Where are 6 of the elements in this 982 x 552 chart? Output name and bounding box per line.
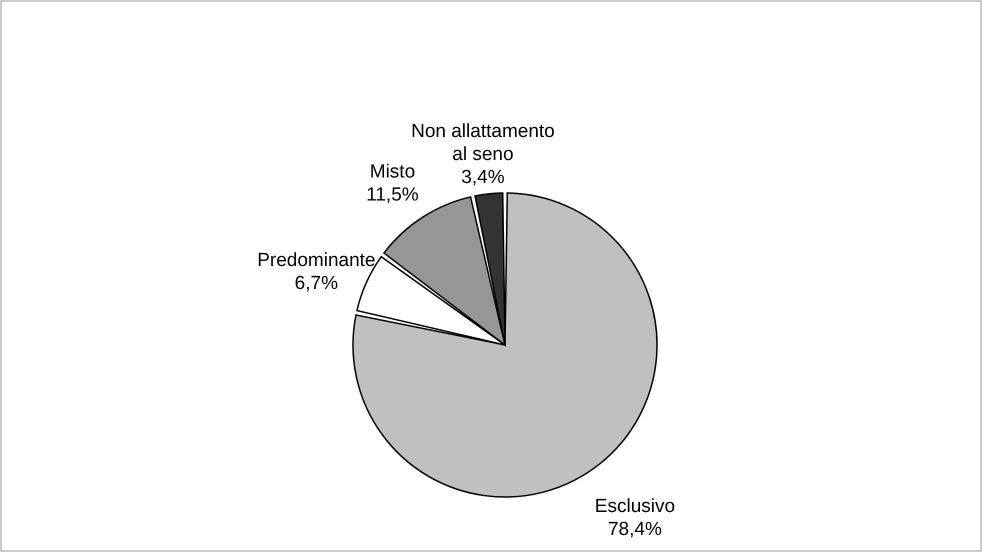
slice-label: Predominante <box>257 250 376 271</box>
data-label: 3,4% <box>461 167 505 188</box>
data-label: 78,4% <box>608 519 662 540</box>
slice-label: Esclusivo <box>594 496 676 518</box>
data-label: 6,7% <box>294 272 338 294</box>
data-label: 11,5% <box>366 184 419 206</box>
